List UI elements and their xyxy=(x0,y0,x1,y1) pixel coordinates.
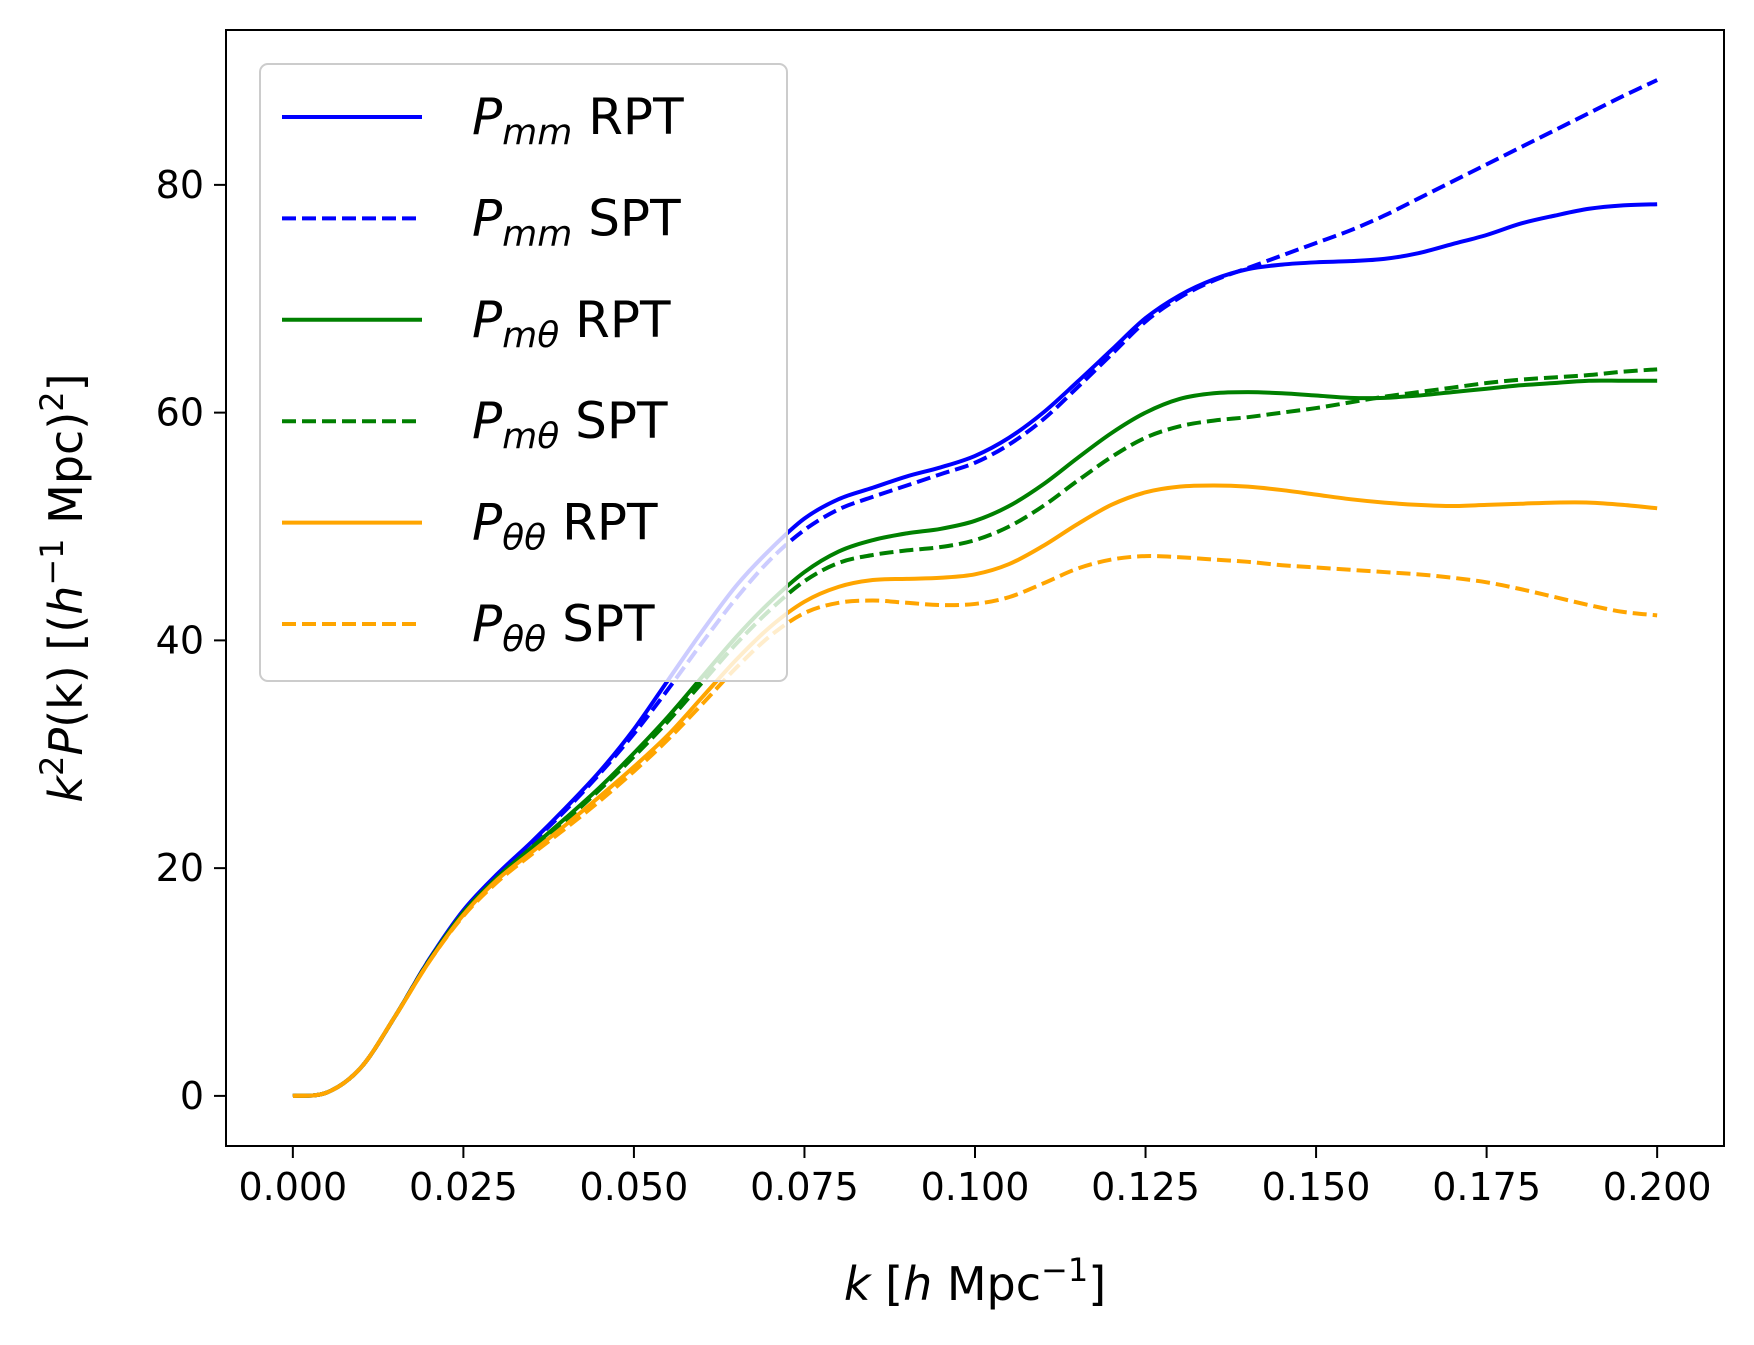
series-line-p-mm-spt xyxy=(292,78,1658,1098)
legend-entries: Pmm RPT Pmm SPT Pmθ RPT Pmθ SPT Pθθ RPT Pθθ S… xyxy=(282,88,684,660)
x-tick-label: 0.100 xyxy=(921,1165,1030,1209)
legend-label-p-mm-rpt: Pmm RPT xyxy=(472,88,684,153)
legend-label-p-mtheta-rpt: Pmθ RPT xyxy=(472,291,671,356)
y-axis-label: k2P(k) [(h−1 Mpc)2] xyxy=(33,373,93,802)
y-tick-label: 0 xyxy=(180,1074,204,1118)
legend-label-p-mtheta-spt: Pmθ SPT xyxy=(472,392,668,457)
series-line-p-mtheta-spt xyxy=(292,367,1658,1098)
x-tick-label: 0.050 xyxy=(580,1165,689,1209)
legend-label-p-thetatheta-rpt: Pθθ RPT xyxy=(472,494,658,559)
tick-layer: 0.000 0.025 0.050 0.075 0.100 0.125 0.150 0.175… xyxy=(156,163,1712,1209)
x-axis-label: k [h Mpc−1] xyxy=(844,1251,1106,1311)
y-tick-label: 40 xyxy=(156,618,204,662)
x-tick-label: 0.125 xyxy=(1091,1165,1200,1209)
series-layer xyxy=(292,78,1658,1098)
x-tick-label: 0.200 xyxy=(1603,1165,1712,1209)
x-tick-label: 0.075 xyxy=(750,1165,859,1209)
legend-label-p-mm-spt: Pmm SPT xyxy=(472,189,681,254)
y-tick-label: 60 xyxy=(156,391,204,435)
y-tick-label: 80 xyxy=(156,163,204,207)
series-line-p-thetatheta-spt xyxy=(292,554,1658,1098)
legend-label-p-thetatheta-spt: Pθθ SPT xyxy=(472,595,655,660)
series-line-p-thetatheta-rpt xyxy=(292,483,1658,1098)
x-tick-label: 0.175 xyxy=(1432,1165,1541,1209)
legend: Pmm RPT Pmm SPT Pmθ RPT Pmθ SPT Pθθ RPT Pθθ S… xyxy=(259,63,788,682)
legend-box xyxy=(259,63,788,682)
x-tick-label: 0.150 xyxy=(1262,1165,1371,1209)
series-line-p-mtheta-rpt xyxy=(292,378,1658,1098)
x-tick-label: 0.000 xyxy=(238,1165,347,1209)
x-tick-label: 0.025 xyxy=(409,1165,518,1209)
y-tick-label: 20 xyxy=(156,846,204,890)
